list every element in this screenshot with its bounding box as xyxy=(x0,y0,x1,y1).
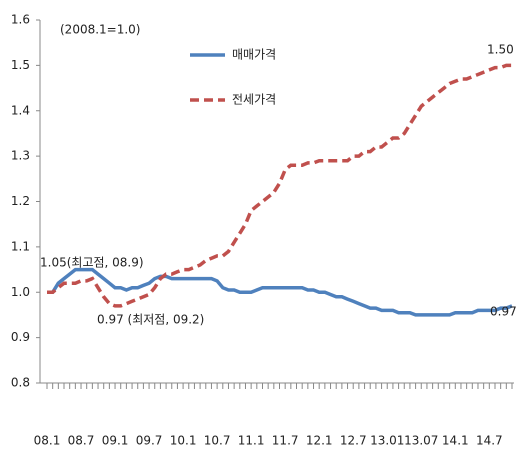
x-tick-label: 11.1 xyxy=(238,434,265,448)
y-tick-label: 1.3 xyxy=(11,149,30,163)
y-tick-label: 1.2 xyxy=(11,194,30,208)
annotation: (2008.1=1.0) xyxy=(60,23,141,37)
y-tick-label: 1.6 xyxy=(11,13,30,27)
x-tick-label: 08.1 xyxy=(34,434,61,448)
x-tick-label: 10.1 xyxy=(170,434,197,448)
x-tick-label: 14.1 xyxy=(442,434,469,448)
annotation: 1.50 xyxy=(487,43,514,57)
y-tick-label: 0.8 xyxy=(11,376,30,390)
y-tick-label: 1.5 xyxy=(11,58,30,72)
y-tick-label: 1.0 xyxy=(11,285,30,299)
x-tick-label: 12.1 xyxy=(306,434,333,448)
x-tick-label: 13.07 xyxy=(404,434,438,448)
x-tick-label: 10.7 xyxy=(204,434,231,448)
annotation: 0.97 xyxy=(490,305,516,319)
x-tick-label: 14.7 xyxy=(476,434,503,448)
legend-label: 매매가격 xyxy=(232,48,276,62)
x-tick-label: 09.7 xyxy=(136,434,163,448)
x-tick-label: 11.7 xyxy=(272,434,299,448)
legend-label: 전세가격 xyxy=(232,93,276,107)
series-line xyxy=(47,63,512,308)
x-tick-label: 13.01 xyxy=(370,434,404,448)
y-tick-label: 0.9 xyxy=(11,330,30,344)
x-tick-label: 12.7 xyxy=(340,434,367,448)
series-line xyxy=(47,267,513,317)
x-tick-label: 09.1 xyxy=(102,434,129,448)
annotation: 1.05(최고점, 08.9) xyxy=(40,256,144,270)
x-tick-label: 08.7 xyxy=(68,434,95,448)
y-tick-label: 1.1 xyxy=(11,239,30,253)
y-tick-label: 1.4 xyxy=(11,103,30,117)
annotation: 0.97 (최저점, 09.2) xyxy=(97,313,204,327)
